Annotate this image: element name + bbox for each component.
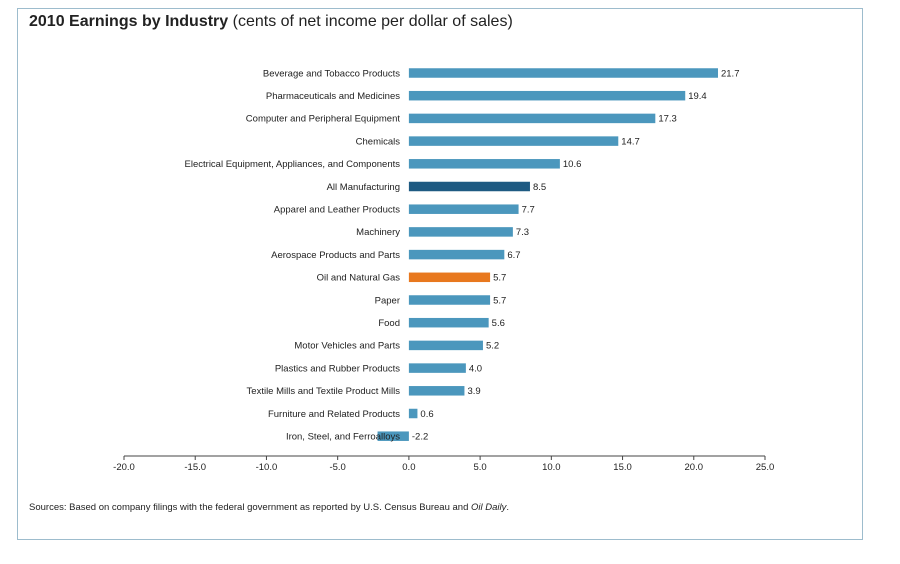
chart-title-line: 2010 Earnings by Industry (cents of net … — [29, 13, 513, 31]
value-label-electrical-equipment-appliances-and-components: 10.6 — [563, 159, 582, 170]
value-label-chemicals: 14.7 — [621, 136, 640, 147]
bar-oil-and-natural-gas — [408, 272, 491, 283]
x-tick-label: 0.0 — [402, 462, 415, 473]
value-label-apparel-and-leather-products: 7.7 — [522, 205, 535, 216]
source-note: Sources: Based on company filings with t… — [29, 502, 509, 513]
bar-computer-and-peripheral-equipment — [408, 113, 656, 124]
value-label-food: 5.6 — [492, 318, 505, 329]
source-suffix: . — [506, 502, 510, 513]
source-text: Sources: Based on company filings with t… — [29, 502, 471, 513]
bar-furniture-and-related-products — [408, 408, 418, 419]
value-label-plastics-and-rubber-products: 4.0 — [469, 363, 482, 374]
bar-motor-vehicles-and-parts — [408, 340, 483, 351]
category-label-plastics-and-rubber-products: Plastics and Rubber Products — [275, 363, 400, 374]
category-label-textile-mills-and-textile-product-mills: Textile Mills and Textile Product Mills — [247, 386, 401, 397]
value-labels-group: 21.7 19.4 17.3 14.7 10.6 8.5 7.7 7.3 6.7 5.7 5.7 5.… — [412, 68, 740, 442]
x-axis-group: -20.0 -15.0 -10.0 -5.0 0.0 5.0 10.0 15.0 20.0 25.… — [113, 455, 775, 473]
chart-title: 2010 Earnings by Industry — [29, 13, 229, 30]
value-label-machinery: 7.3 — [516, 227, 529, 238]
category-label-furniture-and-related-products: Furniture and Related Products — [268, 409, 400, 420]
bar-all-manufacturing — [408, 181, 530, 192]
value-label-computer-and-peripheral-equipment: 17.3 — [658, 114, 677, 125]
value-label-iron-steel-and-ferroalloys: -2.2 — [412, 432, 428, 443]
category-label-beverage-and-tobacco-products: Beverage and Tobacco Products — [263, 68, 400, 79]
bar-food — [408, 317, 489, 328]
category-label-computer-and-peripheral-equipment: Computer and Peripheral Equipment — [246, 114, 401, 125]
x-tick-label: 25.0 — [756, 462, 775, 473]
category-label-pharmaceuticals-and-medicines: Pharmaceuticals and Medicines — [266, 91, 400, 102]
category-label-chemicals: Chemicals — [356, 136, 401, 147]
x-tick-label: 15.0 — [613, 462, 632, 473]
x-tick-label: 20.0 — [685, 462, 704, 473]
category-label-machinery: Machinery — [356, 227, 400, 238]
bar-paper — [408, 295, 491, 305]
chart-subtitle: (cents of net income per dollar of sales… — [232, 13, 513, 30]
value-label-textile-mills-and-textile-product-mills: 3.9 — [467, 386, 480, 397]
category-label-aerospace-products-and-parts: Aerospace Products and Parts — [271, 250, 400, 261]
bar-iron-steel-and-ferroalloys — [377, 431, 409, 441]
bar-machinery — [408, 227, 513, 237]
x-tick-label: 10.0 — [542, 462, 561, 473]
value-label-oil-and-natural-gas: 5.7 — [493, 273, 506, 284]
bars-group — [377, 68, 718, 441]
category-label-iron-steel-and-ferroalloys: Iron, Steel, and Ferroalloys — [286, 432, 400, 443]
category-label-food: Food — [378, 318, 400, 329]
value-label-paper: 5.7 — [493, 295, 506, 306]
x-tick-label: -15.0 — [184, 462, 206, 473]
bar-chemicals — [408, 136, 619, 146]
category-label-electrical-equipment-appliances-and-components: Electrical Equipment, Appliances, and Co… — [185, 159, 401, 170]
x-tick-label: -10.0 — [256, 462, 278, 473]
bar-beverage-and-tobacco-products — [408, 68, 718, 78]
bar-aerospace-products-and-parts — [408, 249, 505, 260]
source-italic: Oil Daily — [471, 502, 507, 513]
value-label-all-manufacturing: 8.5 — [533, 182, 546, 193]
x-tick-label: -5.0 — [329, 462, 345, 473]
category-label-all-manufacturing: All Manufacturing — [327, 182, 400, 193]
x-tick-label: 5.0 — [474, 462, 487, 473]
value-label-beverage-and-tobacco-products: 21.7 — [721, 68, 740, 79]
category-label-apparel-and-leather-products: Apparel and Leather Products — [274, 205, 400, 216]
bar-pharmaceuticals-and-medicines — [408, 90, 686, 101]
value-label-aerospace-products-and-parts: 6.7 — [507, 250, 520, 261]
bar-textile-mills-and-textile-product-mills — [408, 386, 465, 396]
category-label-motor-vehicles-and-parts: Motor Vehicles and Parts — [294, 341, 400, 352]
category-label-oil-and-natural-gas: Oil and Natural Gas — [317, 273, 401, 284]
category-label-paper: Paper — [375, 295, 400, 306]
value-label-pharmaceuticals-and-medicines: 19.4 — [688, 91, 707, 102]
bar-plastics-and-rubber-products — [408, 363, 466, 373]
category-labels-group: Beverage and Tobacco Products Pharmaceuti… — [185, 68, 401, 442]
bar-apparel-and-leather-products — [408, 204, 519, 214]
x-tick-label: -20.0 — [113, 462, 135, 473]
bar-electrical-equipment-appliances-and-components — [408, 159, 560, 169]
value-label-furniture-and-related-products: 0.6 — [420, 409, 433, 420]
value-label-motor-vehicles-and-parts: 5.2 — [486, 341, 499, 352]
